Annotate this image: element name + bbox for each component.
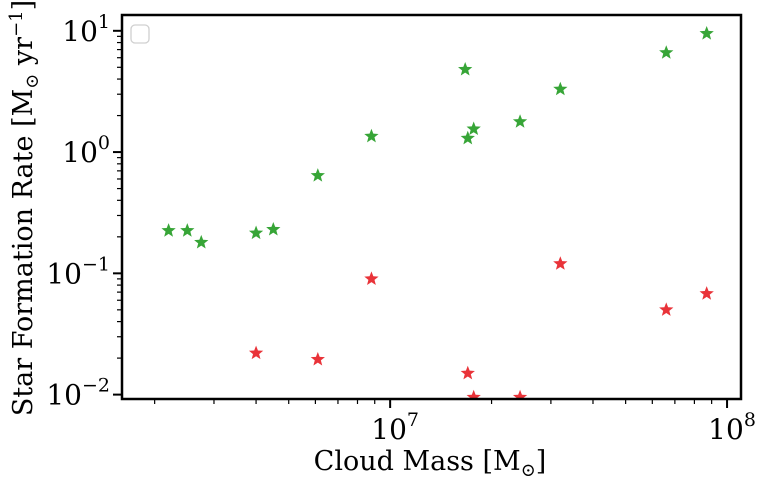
data-point [460,130,475,145]
data-point [310,168,325,182]
x-axis-label: Cloud Mass [M⊙] [314,446,547,481]
data-point [460,365,475,380]
data-point [466,121,481,136]
series-0 [161,26,714,249]
data-point [266,221,281,236]
y-tick-label: 101 [62,11,110,48]
data-point [248,345,264,360]
data-point [659,45,674,59]
data-point [699,286,714,300]
data-point [512,389,528,399]
data-point [699,26,714,40]
data-point [364,271,379,285]
x-tick-label: 108 [708,409,756,446]
data-point [364,128,379,143]
data-point [512,114,528,128]
x-tick-label: 107 [371,409,419,446]
y-tick-label: 100 [62,132,110,169]
data-point [659,302,674,316]
data-point [194,234,209,249]
y-minor-ticks [117,35,122,359]
series-1 [248,256,714,399]
y-axis-ticks: 10−2 10−1 100 101 [46,11,122,412]
plot-frame [120,13,743,401]
data-point [553,256,568,270]
y-tick-label: 10−2 [46,375,110,412]
y-axis-label: Star Formation Rate [M⊙ yr−1] [6,0,43,416]
data-point [248,225,264,240]
data-point [161,223,176,237]
x-axis-ticks: 107 108 [371,399,756,446]
data-point [466,389,481,399]
data-point [310,351,325,366]
data-point [458,61,473,76]
y-tick-label: 10−1 [46,253,110,290]
legend-box [130,24,150,44]
data-point [180,223,195,237]
data-point [553,81,568,96]
plot-area [161,26,714,399]
x-minor-ticks [154,399,713,404]
